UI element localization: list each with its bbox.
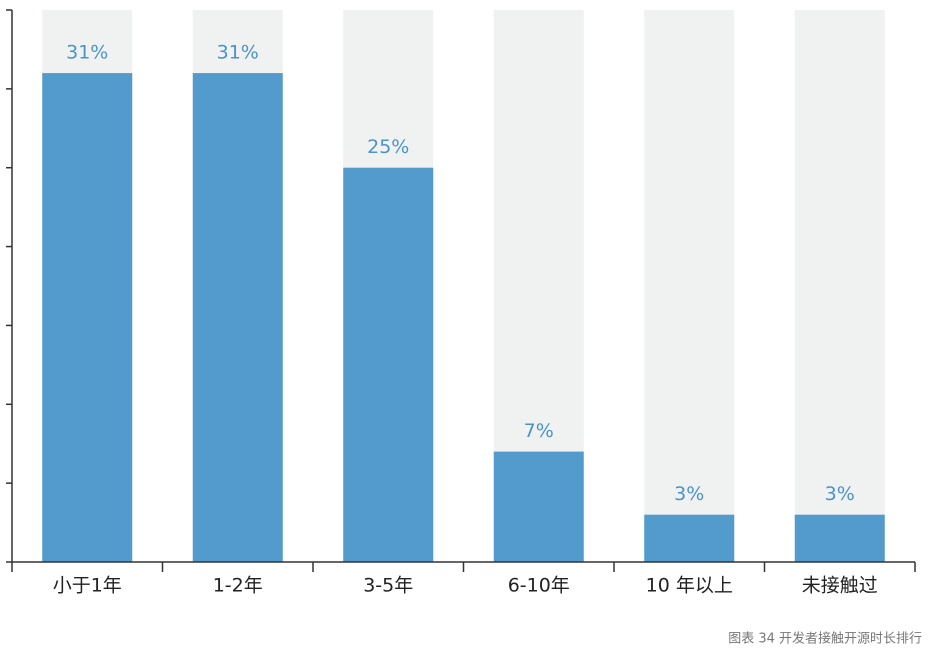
- bar: [794, 514, 885, 562]
- value-label: 31%: [217, 42, 259, 64]
- bar: [192, 73, 283, 562]
- value-label: 7%: [524, 420, 554, 442]
- bar: [644, 514, 735, 562]
- x-tick-label: 未接触过: [802, 575, 878, 597]
- value-label: 3%: [674, 483, 704, 505]
- x-tick-label: 小于1年: [53, 575, 122, 597]
- x-tick-label: 6-10年: [508, 575, 570, 597]
- value-label: 3%: [825, 483, 855, 505]
- x-tick-label: 3-5年: [363, 575, 413, 597]
- bar: [493, 451, 584, 562]
- value-label: 31%: [66, 42, 108, 64]
- bar-background: [794, 10, 885, 562]
- caption: 图表 34 开发者接触开源时长排行: [728, 631, 922, 647]
- bar-background: [644, 10, 735, 562]
- x-tick-label: 1-2年: [213, 575, 263, 597]
- x-tick-label: 10 年以上: [646, 575, 733, 597]
- bar: [42, 73, 133, 562]
- bar: [343, 167, 434, 562]
- value-label: 25%: [367, 136, 409, 158]
